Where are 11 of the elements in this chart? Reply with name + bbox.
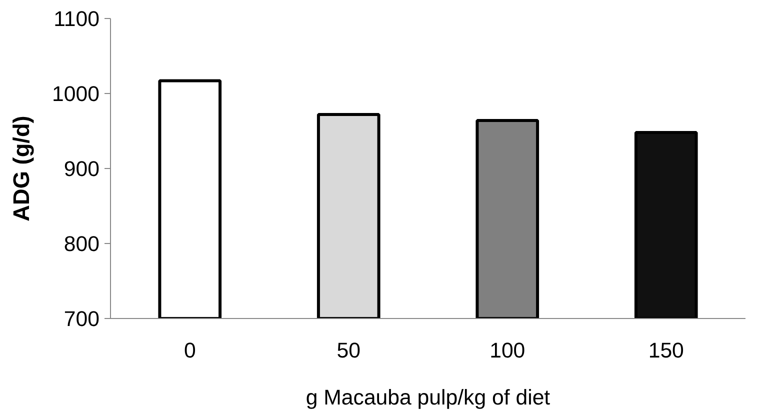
y-tick-label: 800 (64, 232, 100, 256)
y-tick-label: 1000 (52, 82, 100, 106)
y-axis-title: ADG (g/d) (8, 116, 34, 222)
x-tick-label: 0 (184, 338, 196, 362)
y-tick-label: 900 (64, 157, 100, 181)
x-axis-title: g Macauba pulp/kg of diet (306, 386, 550, 410)
y-tick-label: 1100 (54, 7, 100, 31)
y-tick-label: 700 (64, 307, 100, 331)
x-tick-label: 150 (648, 338, 684, 362)
x-tick-label: 100 (490, 338, 526, 362)
x-tick-label: 50 (336, 338, 361, 362)
